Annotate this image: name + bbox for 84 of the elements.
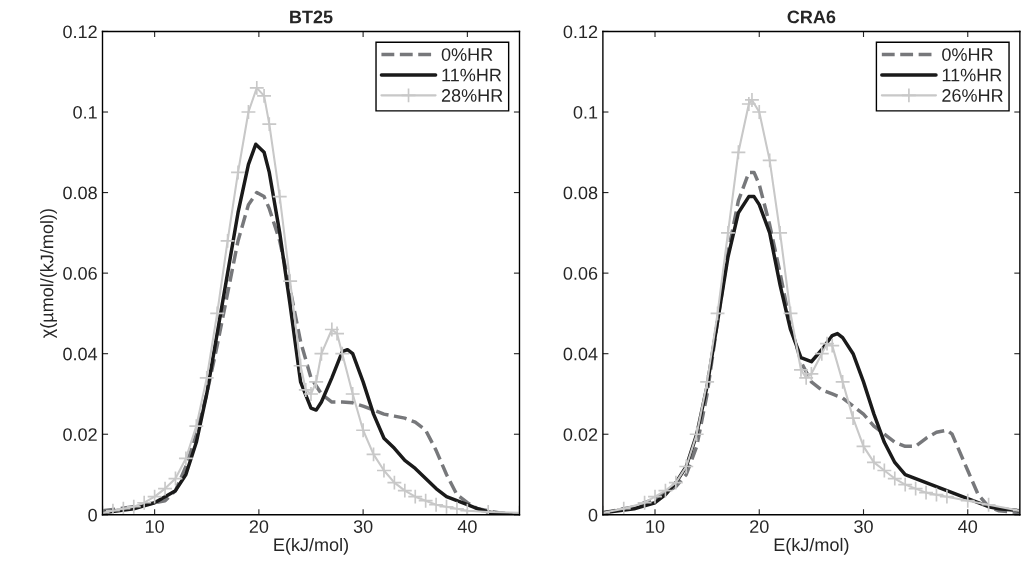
x-tick-label: 10	[145, 520, 164, 533]
point	[615, 500, 632, 515]
y-tick-label: 0.02	[63, 428, 97, 441]
point	[219, 233, 236, 249]
point	[292, 357, 309, 374]
point	[834, 374, 851, 390]
y-tick-label: 0.12	[63, 25, 97, 39]
y-tick-label: 0.12	[563, 25, 598, 39]
point	[397, 482, 413, 499]
point	[344, 386, 361, 402]
y-axis-title: χ(µmol/(kJ/mol))	[40, 209, 57, 339]
legend-label: 0%HR	[441, 48, 493, 61]
chart-title: BT25	[290, 10, 333, 24]
y-tick-label: 0.04	[63, 347, 98, 361]
point	[886, 470, 903, 487]
point	[782, 305, 799, 322]
y-tick-label: 0	[88, 508, 97, 522]
point	[261, 116, 278, 132]
point	[866, 454, 882, 471]
y-tick-label: 0.08	[63, 186, 97, 200]
legend-label: 28%HR	[441, 89, 503, 102]
point	[761, 152, 778, 169]
point	[188, 418, 205, 434]
point	[249, 80, 265, 96]
point	[845, 410, 861, 426]
x-tick-label: 40	[958, 520, 978, 533]
point	[744, 92, 760, 108]
point	[897, 476, 913, 493]
point	[793, 362, 809, 378]
point	[407, 488, 424, 505]
point	[417, 492, 434, 509]
point	[324, 321, 340, 338]
point	[678, 458, 695, 475]
y-tick-label: 0.1	[73, 105, 97, 119]
point	[939, 488, 955, 505]
point	[271, 188, 288, 205]
chart-title: CRA6	[787, 10, 836, 24]
legend-label: 26%HR	[942, 89, 1003, 102]
point	[438, 498, 455, 515]
legend-label: 11%HR	[942, 68, 1002, 82]
y-tick-label: 0.06	[563, 267, 598, 280]
point	[730, 144, 747, 161]
x-tick-label: 20	[750, 520, 769, 533]
x-tick-label: 30	[854, 520, 873, 533]
point	[928, 486, 945, 503]
point	[980, 496, 997, 513]
y-tick-label: 0	[588, 508, 598, 522]
point	[855, 438, 872, 455]
point	[355, 422, 371, 438]
point	[209, 305, 225, 322]
point	[907, 480, 924, 497]
point	[386, 474, 403, 491]
point	[376, 462, 392, 479]
point	[303, 386, 319, 402]
point	[688, 426, 705, 443]
point	[876, 462, 893, 479]
legend-label: 11%HR	[442, 68, 502, 82]
legend-label: 0%HR	[942, 48, 993, 61]
point	[751, 104, 768, 120]
x-tick-label: 10	[646, 520, 665, 533]
point	[125, 498, 142, 515]
point	[428, 496, 444, 513]
point	[230, 164, 246, 181]
point	[167, 470, 184, 487]
x-tick-label: 30	[353, 520, 373, 533]
y-tick-label: 0.1	[573, 105, 598, 119]
point	[313, 345, 330, 362]
point	[918, 484, 934, 501]
x-axis-title: E(kJ/mol)	[274, 537, 348, 555]
x-tick-label: 20	[249, 520, 269, 533]
point	[959, 492, 976, 509]
y-tick-label: 0.02	[563, 428, 598, 441]
y-tick-label: 0.06	[63, 267, 97, 280]
x-axis-title: E(kJ/mol)	[774, 537, 849, 555]
point	[240, 104, 257, 120]
x-tick-label: 40	[457, 520, 477, 533]
point	[178, 450, 194, 467]
point	[709, 305, 726, 322]
point	[256, 88, 272, 104]
point	[365, 446, 382, 463]
point	[115, 500, 132, 515]
y-tick-label: 0.08	[563, 186, 598, 200]
point	[334, 345, 351, 362]
y-tick-label: 0.04	[563, 347, 598, 361]
